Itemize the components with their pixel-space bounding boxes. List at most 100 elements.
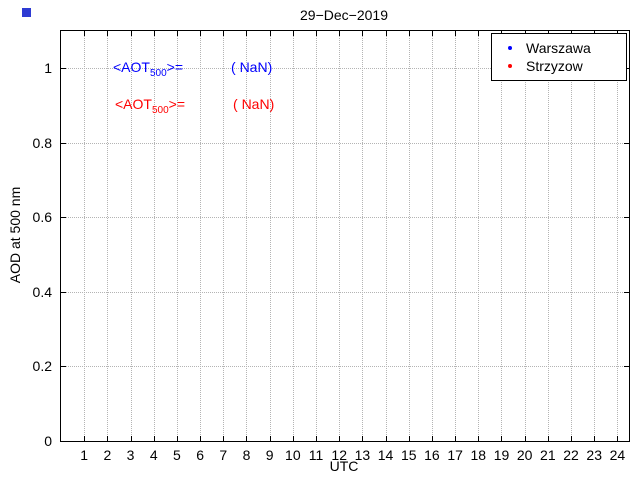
x-tick-mark xyxy=(594,436,596,441)
x-tick-mark xyxy=(478,436,480,441)
x-tick-label: 19 xyxy=(493,447,510,463)
annotation-value: ( NaN) xyxy=(231,59,273,75)
y-tick-mark xyxy=(624,142,629,144)
y-gridline xyxy=(61,217,629,219)
x-tick-mark xyxy=(130,31,132,36)
legend-item-strzyzow: Strzyzow xyxy=(492,57,626,75)
x-tick-label: 20 xyxy=(516,447,533,463)
y-tick-mark xyxy=(624,366,629,368)
y-axis-label: AOD at 500 nm xyxy=(7,186,23,284)
y-gridline xyxy=(61,291,629,293)
y-tick-label: 0.6 xyxy=(32,209,52,226)
x-tick-label: 17 xyxy=(447,447,463,463)
x-gridline xyxy=(153,31,155,441)
legend-item-warszawa: Warszawa xyxy=(492,39,626,57)
y-gridline xyxy=(61,68,629,70)
y-tick-mark xyxy=(61,142,66,144)
x-tick-mark xyxy=(385,31,387,36)
x-tick-mark xyxy=(246,31,248,36)
y-tick-mark xyxy=(61,291,66,293)
x-tick-mark xyxy=(176,31,178,36)
x-tick-mark xyxy=(385,436,387,441)
legend-label-strzyzow: Strzyzow xyxy=(526,58,583,74)
x-gridline xyxy=(200,31,202,441)
x-gridline xyxy=(501,31,503,441)
annotation-value: ( NaN) xyxy=(233,96,275,112)
x-tick-mark xyxy=(223,436,225,441)
x-gridline xyxy=(107,31,109,441)
x-tick-label: 8 xyxy=(242,447,251,463)
corner-artifact xyxy=(22,8,31,17)
x-tick-label: 3 xyxy=(126,447,135,463)
x-tick-mark xyxy=(176,436,178,441)
annotation-label: <AOT500>= xyxy=(113,59,184,79)
x-axis-label: UTC xyxy=(329,458,359,474)
x-tick-label: 21 xyxy=(540,447,556,463)
x-tick-mark xyxy=(316,31,318,36)
y-tick-label: 0 xyxy=(44,433,52,449)
annotation-mean-warszawa: <AOT500>= ( NaN) xyxy=(113,59,272,79)
x-tick-mark xyxy=(431,436,433,441)
x-gridline xyxy=(316,31,318,441)
x-tick-mark xyxy=(478,31,480,36)
x-tick-mark xyxy=(84,31,86,36)
x-tick-mark xyxy=(431,31,433,36)
legend-label-warszawa: Warszawa xyxy=(526,40,591,56)
x-gridline xyxy=(176,31,178,441)
x-gridline xyxy=(84,31,86,441)
x-tick-label: 4 xyxy=(149,447,158,463)
annotation-label: <AOT500>= xyxy=(115,96,186,116)
x-tick-mark xyxy=(362,436,364,441)
x-tick-mark xyxy=(501,436,503,441)
y-tick-mark xyxy=(61,68,66,70)
x-tick-label: 15 xyxy=(400,447,417,463)
x-tick-mark xyxy=(130,436,132,441)
x-gridline xyxy=(524,31,526,441)
x-tick-mark xyxy=(269,31,271,36)
y-gridline xyxy=(61,142,629,144)
y-tick-label: 0.2 xyxy=(32,358,52,375)
x-tick-label: 22 xyxy=(563,447,579,463)
x-tick-mark xyxy=(362,31,364,36)
x-tick-label: 6 xyxy=(196,447,204,463)
x-gridline xyxy=(571,31,573,441)
x-tick-mark xyxy=(107,436,109,441)
x-tick-mark xyxy=(292,436,294,441)
x-tick-mark xyxy=(455,31,457,36)
x-tick-label: 2 xyxy=(103,447,112,463)
x-gridline xyxy=(130,31,132,441)
x-tick-mark xyxy=(455,436,457,441)
x-tick-mark xyxy=(246,436,248,441)
x-tick-label: 16 xyxy=(424,447,440,463)
x-tick-mark xyxy=(571,436,573,441)
y-tick-mark xyxy=(624,291,629,293)
warszawa-dot-marker xyxy=(508,46,512,50)
x-tick-label: 23 xyxy=(586,447,603,463)
x-tick-mark xyxy=(524,436,526,441)
x-tick-mark xyxy=(316,436,318,441)
x-gridline xyxy=(455,31,457,441)
x-tick-mark xyxy=(153,31,155,36)
x-tick-label: 7 xyxy=(219,447,228,463)
x-tick-label: 12 xyxy=(331,447,347,463)
x-gridline xyxy=(547,31,549,441)
x-gridline xyxy=(339,31,341,441)
x-gridline xyxy=(223,31,225,441)
x-tick-label: 11 xyxy=(308,447,324,463)
x-gridline xyxy=(385,31,387,441)
x-tick-mark xyxy=(339,31,341,36)
chart-title: 29−Dec−2019 xyxy=(300,7,388,23)
x-tick-mark xyxy=(200,31,202,36)
x-gridline xyxy=(408,31,410,441)
x-tick-label: 10 xyxy=(285,447,301,463)
x-tick-label: 13 xyxy=(354,447,371,463)
x-tick-mark xyxy=(269,436,271,441)
x-tick-mark xyxy=(107,31,109,36)
x-tick-label: 18 xyxy=(470,447,487,463)
x-gridline xyxy=(431,31,433,441)
y-tick-mark xyxy=(624,217,629,219)
x-gridline xyxy=(292,31,294,441)
x-tick-label: 14 xyxy=(377,447,394,463)
x-tick-mark xyxy=(223,31,225,36)
y-gridline xyxy=(61,366,629,368)
